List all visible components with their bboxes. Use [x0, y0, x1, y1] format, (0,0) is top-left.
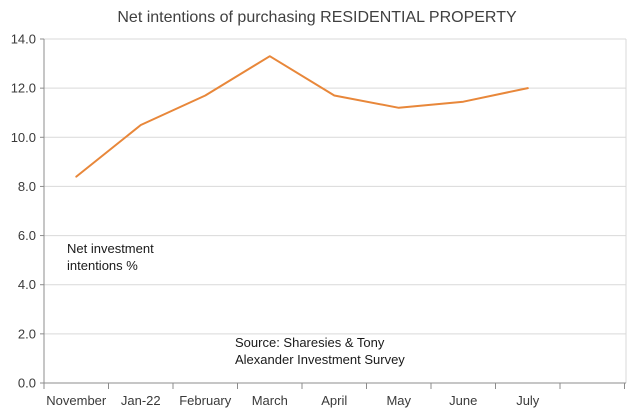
x-tick-label: November: [46, 393, 107, 408]
annotation-source-line-2: Alexander Investment Survey: [235, 352, 405, 367]
y-tick-label: 0.0: [18, 376, 36, 391]
x-tick-labels: November Jan-22 February March April May June J…: [46, 393, 540, 408]
x-tick-label: April: [321, 393, 347, 408]
y-tick-label: 14.0: [11, 32, 36, 47]
y-tick-label: 2.0: [18, 326, 36, 341]
x-tick-label: May: [386, 393, 411, 408]
annotation-net-investment-line-1: Net investment: [67, 241, 154, 256]
y-tick-label: 10.0: [11, 130, 36, 145]
y-tick-label: 6.0: [18, 228, 36, 243]
annotation-source: Source: Sharesies & Tony Alexander Inves…: [235, 335, 405, 367]
axes: [40, 38, 627, 389]
x-tick-label: Jan-22: [121, 393, 161, 408]
x-tick-label: June: [449, 393, 477, 408]
x-tick-label: March: [252, 393, 288, 408]
y-tick-labels: 0.0 2.0 4.0 6.0 8.0 10.0 12.0 14.0: [11, 32, 36, 391]
y-tick-label: 8.0: [18, 179, 36, 194]
x-tick-label: February: [179, 393, 232, 408]
y-tick-label: 12.0: [11, 81, 36, 96]
x-tick-label: July: [516, 393, 540, 408]
annotation-net-investment: Net investment intentions %: [67, 241, 157, 273]
series-layer: [75, 55, 529, 178]
chart-title: Net intentions of purchasing RESIDENTIAL…: [117, 9, 517, 26]
y-tick-label: 4.0: [18, 277, 36, 292]
gridlines: [44, 38, 626, 335]
annotation-source-line-1: Source: Sharesies & Tony: [235, 335, 385, 350]
annotation-net-investment-line-2: intentions %: [67, 258, 138, 273]
series-line: [75, 55, 529, 178]
